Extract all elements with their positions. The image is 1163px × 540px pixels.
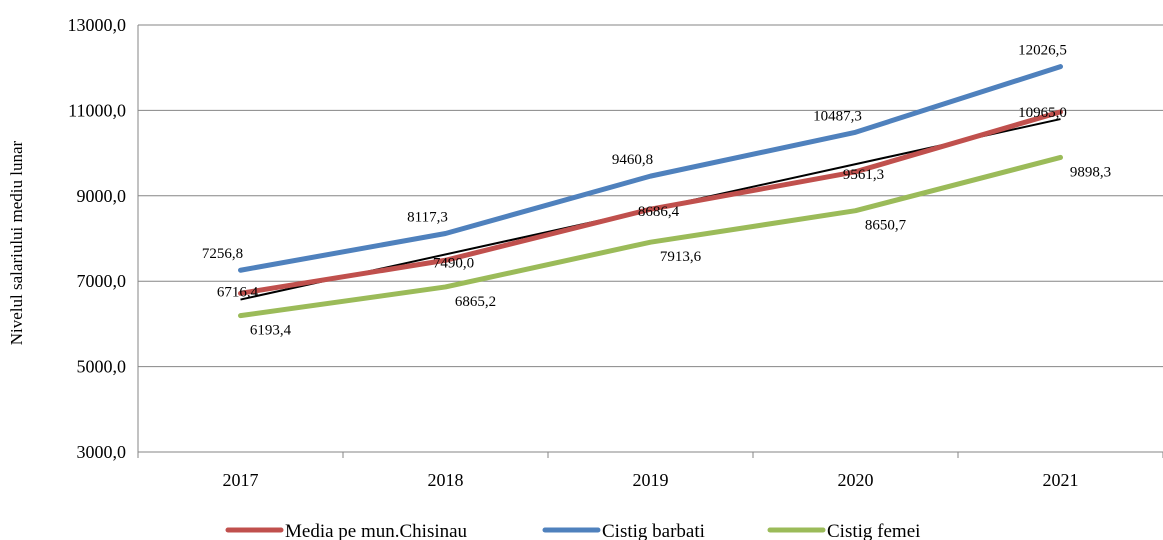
x-tick-label: 2017: [223, 470, 259, 490]
data-label: 6716,4: [217, 284, 259, 300]
y-tick-label: 7000,0: [77, 271, 127, 291]
data-labels: 6716,4 7490,0 8686,4 9561,3 10965,0 7256,8 811…: [202, 43, 1111, 339]
data-label: 6193,4: [250, 323, 292, 339]
x-tick-labels: 2017 2018 2019 2020 2021: [223, 470, 1079, 490]
x-tick-label: 2020: [838, 470, 874, 490]
y-tick-label: 11000,0: [68, 100, 126, 120]
y-tick-label: 3000,0: [77, 442, 127, 462]
data-label: 8650,7: [865, 218, 907, 234]
data-label: 7256,8: [202, 246, 243, 262]
y-tick-label: 5000,0: [77, 357, 127, 377]
x-tick-label: 2018: [428, 470, 464, 490]
data-label: 12026,5: [1018, 43, 1067, 59]
data-label: 7490,0: [433, 255, 474, 271]
y-tick-label: 9000,0: [77, 186, 127, 206]
series-line: [238, 64, 1063, 273]
data-label: 10965,0: [1018, 105, 1067, 121]
data-label: 8117,3: [407, 209, 448, 225]
gridlines: [138, 24, 1163, 368]
data-label: 10487,3: [813, 108, 862, 124]
axes: [137, 25, 1163, 458]
data-label: 7913,6: [660, 249, 702, 265]
y-tick-labels: 3000,0 5000,0 7000,0 9000,0 11000,0 13000,0: [68, 15, 127, 462]
legend-label: Media pe mun.Chisinau: [285, 521, 468, 540]
data-label: 9561,3: [843, 167, 884, 183]
series-line: [238, 109, 1063, 296]
data-label: 6865,2: [455, 294, 496, 310]
y-axis-label: Nivelul salariului mediu lunar: [7, 140, 26, 345]
data-label: 9460,8: [612, 152, 653, 168]
series-lines: [238, 64, 1063, 319]
legend-label: Cistig barbati: [602, 521, 705, 540]
series-line: [238, 154, 1063, 319]
x-tick-label: 2021: [1043, 470, 1079, 490]
data-label: 8686,4: [638, 204, 680, 220]
y-tick-label: 13000,0: [68, 15, 127, 35]
data-label: 9898,3: [1070, 164, 1111, 180]
legend: Media pe mun.Chisinau Cistig barbati Cisti…: [225, 521, 920, 540]
legend-label: Cistig femei: [827, 521, 920, 540]
x-tick-label: 2019: [633, 470, 669, 490]
